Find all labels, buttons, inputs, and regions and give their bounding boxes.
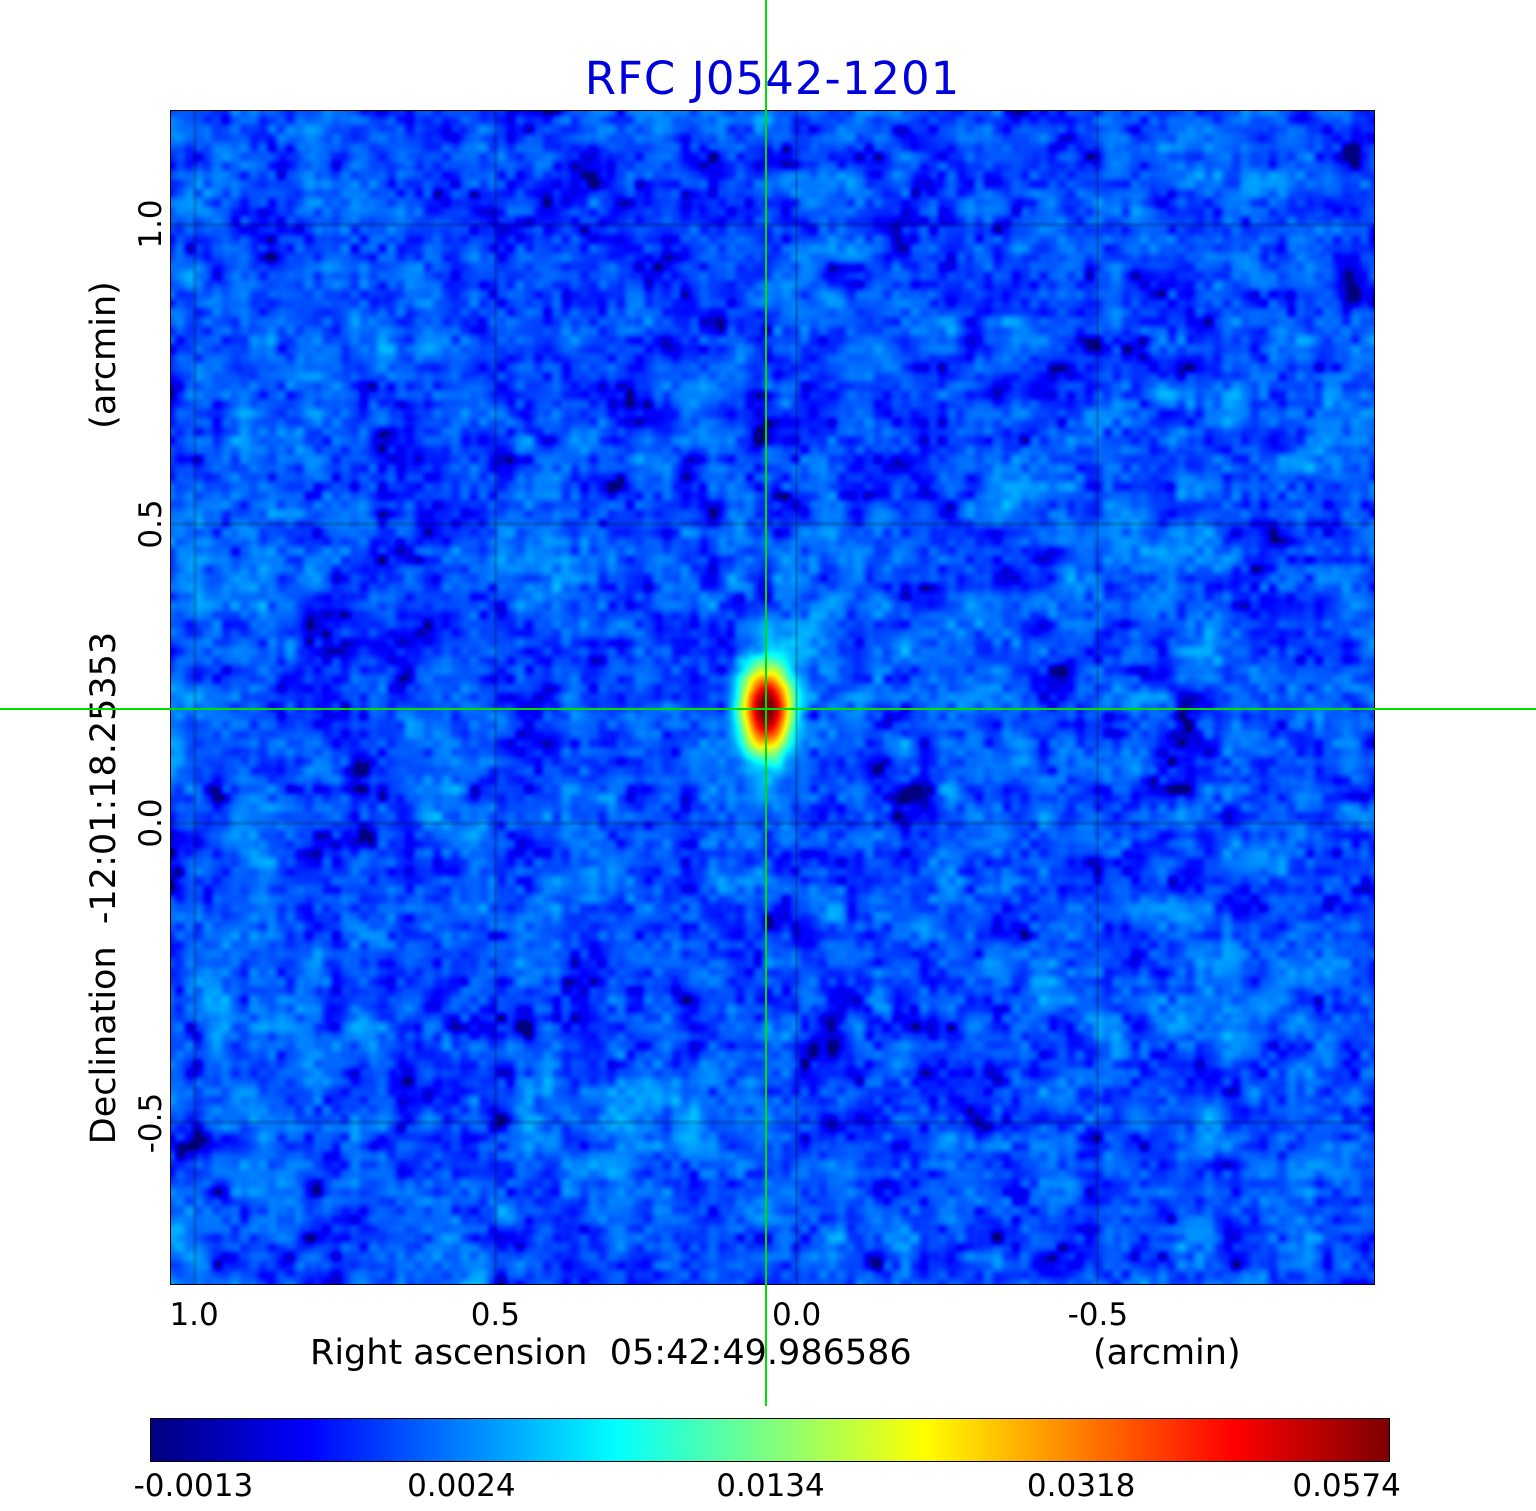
colorbar-tick-label: 0.0134 bbox=[716, 1468, 825, 1504]
x-tick-label: 0.0 bbox=[771, 1297, 822, 1333]
y-tick-label: -0.5 bbox=[133, 1092, 169, 1154]
sky-map-plot bbox=[170, 110, 1375, 1285]
x-tick-label: 0.5 bbox=[470, 1297, 520, 1333]
colorbar-tick-label: 0.0574 bbox=[1292, 1468, 1401, 1504]
sky-map-canvas bbox=[171, 111, 1374, 1284]
x-tick-label: -0.5 bbox=[1067, 1297, 1129, 1333]
y-tick-label: 1.0 bbox=[133, 199, 169, 249]
crosshair-vertical-line bbox=[765, 0, 768, 1406]
crosshair-horizontal-line bbox=[0, 708, 1536, 711]
y-tick-label: 0.0 bbox=[133, 798, 169, 849]
colorbar bbox=[150, 1418, 1390, 1462]
x-axis-label: Right ascension 05:42:49.986586 bbox=[310, 1333, 912, 1373]
colorbar-tick-label: 0.0024 bbox=[407, 1468, 516, 1504]
colorbar-tick-label: 0.0318 bbox=[1026, 1468, 1136, 1504]
y-tick-label: 0.5 bbox=[133, 498, 169, 549]
x-tick-label: 1.0 bbox=[169, 1297, 219, 1333]
colorbar-tick-label: -0.0013 bbox=[133, 1468, 254, 1504]
chart-title: RFC J0542-1201 bbox=[584, 52, 961, 105]
y-axis-unit: (arcmin) bbox=[84, 281, 124, 429]
colorbar-canvas bbox=[151, 1419, 1389, 1461]
x-axis-unit: (arcmin) bbox=[1093, 1333, 1241, 1373]
